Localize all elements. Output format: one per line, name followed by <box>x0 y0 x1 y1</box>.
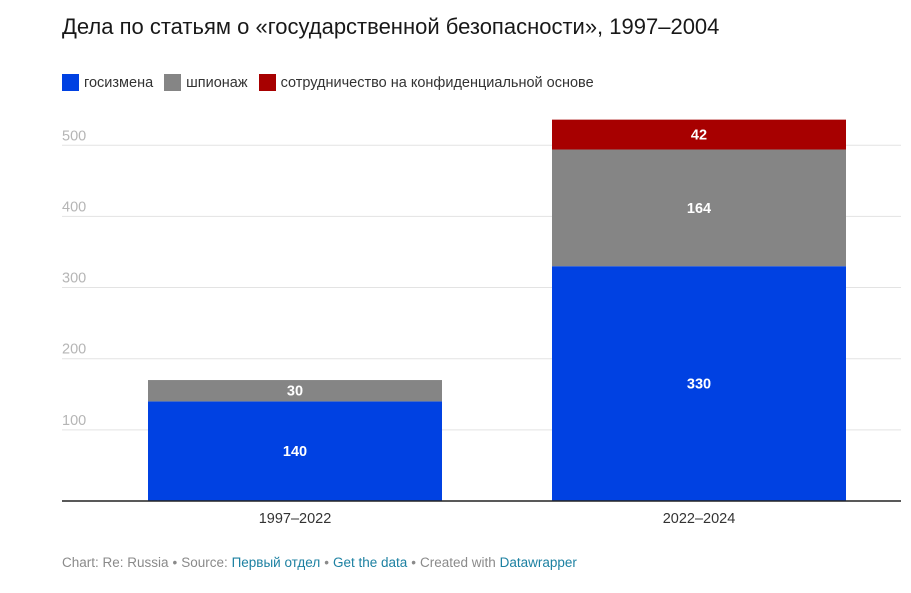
bar-segment-1-2 <box>552 119 846 150</box>
footer-source-label: Source: <box>181 555 228 570</box>
data-label-1-0: 330 <box>687 377 711 393</box>
bar-segment-0-0 <box>148 401 442 501</box>
legend-item-treason: госизмена <box>62 74 153 91</box>
legend-item-collaboration: сотрудничество на конфиденциальной основ… <box>258 74 594 91</box>
y-tick-label-400: 400 <box>62 199 86 215</box>
data-label-0-0: 140 <box>283 444 307 460</box>
footer-created-with: Created with <box>420 555 496 570</box>
bar-segment-1-0 <box>552 266 846 501</box>
data-label-0-1: 30 <box>287 384 303 400</box>
y-tick-label-200: 200 <box>62 342 86 358</box>
bar-segment-1-1 <box>552 149 846 267</box>
legend-swatch-collaboration <box>258 74 276 91</box>
legend-swatch-treason <box>62 74 79 91</box>
legend-label-espionage: шпионаж <box>186 74 248 91</box>
chart-title: Дела по статьям о «государственной безоп… <box>62 14 720 39</box>
footer-separator: • <box>411 555 417 570</box>
legend-label-treason: госизмена <box>84 74 154 91</box>
x-tick-label-1: 2022–2024 <box>663 511 736 527</box>
y-tick-label-500: 500 <box>62 128 86 144</box>
bar-segment-0-1 <box>148 380 442 402</box>
data-label-1-2: 42 <box>691 128 707 144</box>
legend-item-espionage: шпионаж <box>164 74 248 91</box>
footer-credit: Chart: Re: Russia <box>62 555 169 570</box>
legend-label-collaboration: сотрудничество на конфиденциальной основ… <box>280 74 594 91</box>
footer-source-link[interactable]: Первый отдел <box>231 555 321 570</box>
chart-legend: госизмена шпионаж сотрудничество на конф… <box>62 74 605 91</box>
data-label-1-1: 164 <box>687 201 711 217</box>
y-tick-label-300: 300 <box>62 271 86 287</box>
chart-footer: Chart: Re: Russia • Source: Первый отдел • G… <box>62 555 577 570</box>
footer-separator: • <box>172 555 178 570</box>
footer-get-data-link[interactable]: Get the data <box>332 555 408 570</box>
legend-swatch-espionage <box>164 74 182 91</box>
footer-tool-link[interactable]: Datawrapper <box>499 555 577 570</box>
y-tick-label-100: 100 <box>62 413 86 429</box>
footer-separator: • <box>324 555 329 570</box>
x-tick-label-0: 1997–2022 <box>259 511 332 527</box>
